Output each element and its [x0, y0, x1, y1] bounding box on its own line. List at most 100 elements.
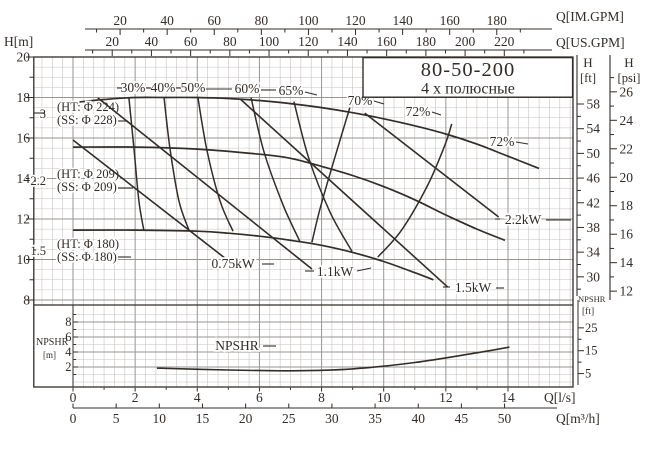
efficiency-line: [311, 107, 351, 243]
h-ft-tick-label: 58: [587, 97, 601, 112]
im-gpm-tick-label: 20: [113, 13, 127, 28]
pump-poles-subtitle: 4 х полюсные: [421, 81, 515, 98]
q-ls-tick-label: 4: [194, 390, 201, 405]
q-ls-tick-label: 14: [501, 390, 515, 405]
y-axis-title-npshrft-1: NPSHR: [578, 294, 606, 304]
q-ls-tick-label: 10: [377, 390, 391, 405]
im-gpm-tick-label: 180: [487, 13, 508, 28]
h-ft-tick-label: 38: [587, 220, 601, 235]
power-label: 1.5kW: [455, 280, 492, 295]
efficiency-line: [163, 97, 190, 231]
h-m-tick-label: 16: [17, 131, 31, 146]
im-gpm-tick-label: 120: [345, 13, 366, 28]
q-m3h-tick-label: 50: [498, 411, 512, 426]
h-m-tick-label: 20: [17, 50, 31, 65]
q-ls-tick-label: 2: [132, 390, 139, 405]
h-psi-tick-label: 12: [620, 284, 634, 299]
npshr-ft-tick-label: 15: [585, 344, 598, 358]
q-m3h-tick-label: 35: [368, 411, 382, 426]
im-gpm-tick-label: 140: [392, 13, 413, 28]
h-ft-tick-label: 46: [587, 171, 601, 186]
q-m3h-tick-label: 25: [282, 411, 296, 426]
efficiency-line: [128, 97, 145, 231]
y-axis-title-hft-2: [ft]: [580, 71, 596, 85]
efficiency-label: 30%: [121, 80, 146, 95]
npshr-m-tick-label: 2: [65, 360, 71, 374]
us-gpm-tick-label: 20: [105, 34, 119, 49]
npshr-ft-tick-label: 25: [585, 321, 598, 335]
leader-dash: [515, 141, 529, 145]
us-gpm-tick-label: 220: [494, 34, 515, 49]
npshr-curve-label: NPSHR: [215, 338, 259, 353]
q-ls-tick-label: 6: [256, 390, 263, 405]
power-label: 1.1kW: [317, 264, 354, 279]
us-gpm-tick-label: 60: [184, 34, 198, 49]
npshr-ft-tick-label: 5: [585, 367, 591, 381]
q-ls-tick-label: 0: [70, 390, 77, 405]
power-line: [97, 97, 313, 270]
us-gpm-tick-label: 40: [145, 34, 159, 49]
impeller-ht-label: (HT: Φ 180): [57, 237, 119, 251]
x-axis-title-imgpm: Q[IM.GPM]: [556, 9, 624, 24]
us-gpm-tick-label: 80: [223, 34, 237, 49]
grid-major: [33, 57, 573, 387]
leader-dash: [373, 100, 385, 105]
power-label: 0.75kW: [211, 256, 254, 271]
impeller-power-label: 1.5: [30, 244, 46, 258]
us-gpm-tick-label: 180: [416, 34, 437, 49]
x-axis-title-m3h: Q[m³/h]: [556, 411, 600, 426]
impeller-ss-label: (SS: Φ 209): [57, 180, 117, 194]
power-label: 2.2kW: [505, 212, 542, 227]
y-axis-title-npshrft-2: [ft]: [582, 306, 594, 317]
leader-dash: [431, 111, 442, 116]
efficiency-line: [197, 97, 234, 232]
efficiency-line: [250, 97, 301, 242]
q-ls-tick-label: 12: [439, 390, 453, 405]
x-axis-title-ls: Q[l/s]: [544, 390, 576, 405]
h-m-tick-label: 14: [17, 171, 31, 186]
h-psi-tick-label: 24: [620, 113, 634, 128]
q-m3h-tick-label: 5: [113, 411, 120, 426]
npshr-curve: [156, 346, 510, 372]
power-line: [364, 112, 500, 218]
head-curve: [72, 229, 434, 281]
us-gpm-tick-label: 100: [259, 34, 280, 49]
h-m-tick-label: 12: [17, 212, 31, 227]
efficiency-label: 65%: [279, 83, 304, 98]
impeller-power-label: 3: [40, 107, 46, 121]
us-gpm-tick-label: 140: [337, 34, 358, 49]
efficiency-label: 60%: [235, 81, 260, 96]
h-ft-tick-label: 42: [587, 195, 601, 210]
y-axis-title-hm: H[m]: [4, 34, 33, 49]
leader-dash: [304, 91, 318, 96]
npshr-m-tick-label: 6: [65, 330, 71, 344]
y-axis-title-npshrm-2: [m]: [43, 350, 56, 360]
chart-border: [33, 56, 574, 388]
x-axis-title-usgpm: Q[US.GPM]: [556, 35, 625, 50]
leader-dash: [356, 267, 372, 272]
us-gpm-tick-label: 120: [298, 34, 319, 49]
im-gpm-tick-label: 40: [160, 13, 174, 28]
y-axis-title-hpsi-2: [psi]: [618, 71, 641, 85]
h-m-tick-label: 18: [17, 90, 31, 105]
q-m3h-tick-label: 40: [411, 411, 425, 426]
h-ft-tick-label: 34: [587, 245, 601, 260]
h-psi-tick-label: 20: [620, 170, 634, 185]
power-line: [72, 139, 226, 259]
h-psi-tick-label: 16: [620, 227, 634, 242]
q-m3h-tick-label: 10: [153, 411, 167, 426]
title-box-border: [362, 56, 574, 98]
h-psi-tick-label: 22: [620, 141, 634, 156]
h-ft-tick-label: 30: [587, 269, 601, 284]
y-axis-title-hpsi-1: H: [624, 55, 633, 70]
efficiency-line: [377, 123, 453, 258]
h-psi-tick-label: 14: [620, 255, 634, 270]
us-gpm-tick-label: 160: [377, 34, 398, 49]
im-gpm-tick-label: 60: [208, 13, 222, 28]
impeller-power-label: 2.2: [30, 174, 46, 188]
h-m-tick-label: 8: [23, 293, 30, 308]
q-m3h-tick-label: 15: [196, 411, 210, 426]
